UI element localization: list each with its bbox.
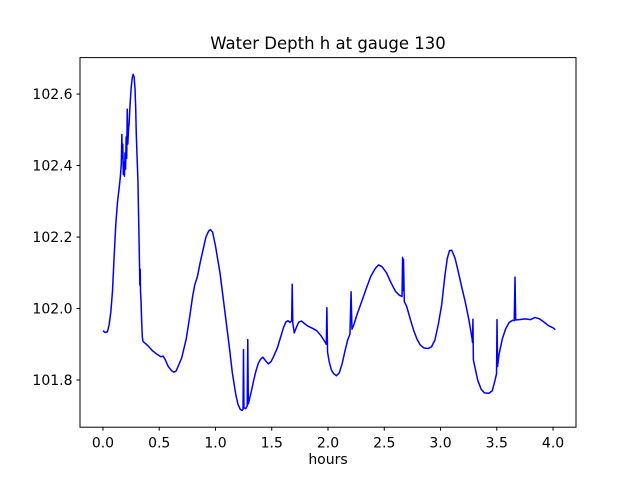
- x-tick-label: 0.5: [148, 436, 170, 452]
- y-tick-label: 102.2: [32, 230, 72, 246]
- x-tick-label: 0.0: [92, 436, 114, 452]
- data-line: [102, 73, 556, 412]
- x-tick-label: 2.5: [373, 436, 395, 452]
- y-tick-label: 102.0: [32, 301, 72, 317]
- x-tick-label: 3.5: [486, 436, 508, 452]
- x-axis-label: hours: [308, 452, 348, 468]
- axes-spines: [79, 57, 577, 428]
- x-tick-label: 1.5: [261, 436, 283, 452]
- y-tick-label: 101.8: [32, 373, 72, 389]
- x-tick-label: 1.0: [204, 436, 226, 452]
- x-tick-label: 4.0: [542, 436, 564, 452]
- y-tick-label: 102.6: [32, 87, 72, 103]
- x-tick-label: 3.0: [429, 436, 451, 452]
- y-tick-label: 102.4: [32, 158, 72, 174]
- chart-title: Water Depth h at gauge 130: [210, 34, 446, 53]
- x-tick-label: 2.0: [317, 436, 339, 452]
